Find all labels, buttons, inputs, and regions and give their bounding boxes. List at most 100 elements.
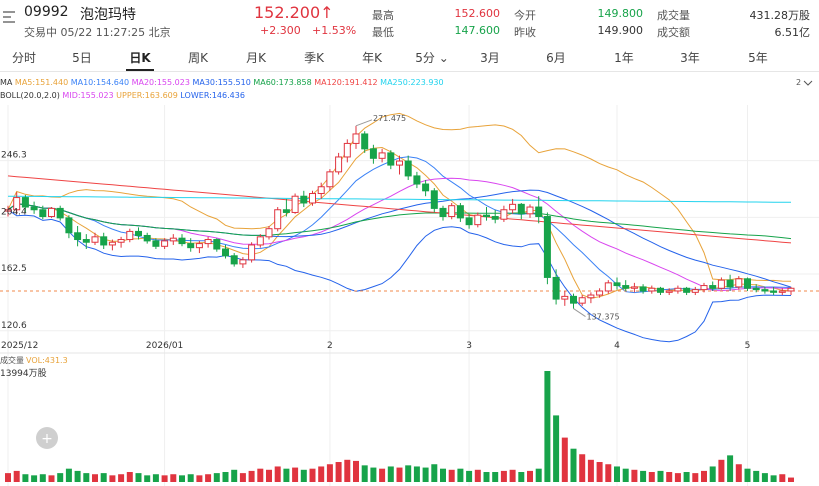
volume-bar [544, 371, 551, 482]
last-price: 152.200↑ [254, 3, 334, 22]
candle-body [265, 228, 273, 238]
volume-bar [100, 473, 107, 482]
candle-body [4, 209, 12, 212]
volume-bar [727, 455, 734, 482]
candle-body [291, 195, 299, 213]
volume-bar [170, 474, 177, 482]
tab-weekly-k[interactable]: 周K [188, 51, 208, 65]
volume-bar [57, 473, 64, 482]
volume-bar [13, 470, 20, 482]
x-tick-label: 3 [466, 341, 472, 351]
volume-bar [509, 469, 516, 482]
tab-3year[interactable]: 3年 [680, 51, 700, 65]
max-leader [355, 119, 373, 127]
tab-3month[interactable]: 3月 [480, 51, 500, 65]
kline-chart[interactable]: MA MA5:151.440 MA10:154.640 MA20:155.023… [0, 75, 819, 486]
chevron-down-icon[interactable] [803, 80, 813, 86]
tab-5year[interactable]: 5年 [748, 51, 768, 65]
candle-body [309, 193, 316, 204]
indicator-lines [0, 112, 819, 343]
ma-legend-item: MA5:151.440 [12, 78, 68, 87]
candle-body [39, 209, 47, 218]
candle-body [770, 290, 778, 293]
volume-bar [405, 465, 412, 482]
volume-bar [239, 473, 246, 482]
tab-6month[interactable]: 6月 [546, 51, 566, 65]
tab-intraday[interactable]: 分时 [11, 51, 36, 65]
volume-bar [718, 459, 725, 482]
ma-legend-item: MA20:155.023 [129, 78, 190, 87]
volume-bar [92, 474, 98, 482]
candle-body [526, 206, 534, 215]
tab-1year[interactable]: 1年 [614, 51, 634, 65]
candle-body [352, 133, 360, 144]
candle-body [48, 207, 55, 218]
volume-bar [648, 472, 655, 482]
tab-5day[interactable]: 5日 [72, 51, 92, 65]
volume-bar [39, 474, 46, 482]
boll-legend-item: UPPER:163.609 [114, 91, 178, 100]
tab-yearly-k[interactable]: 年K [362, 51, 382, 65]
tab-quarterly-k[interactable]: 季K [304, 51, 324, 65]
candle-body [300, 195, 308, 204]
candle-body [404, 160, 412, 177]
x-tick-label: 4 [614, 341, 620, 351]
candle-body [248, 244, 256, 261]
volume-bar [326, 464, 333, 482]
chart-grid [0, 105, 819, 486]
candle-body [691, 289, 699, 293]
ma120-line [7, 175, 792, 244]
volume-bar [300, 469, 307, 482]
volume-bar [353, 460, 359, 482]
volume-bar [74, 470, 81, 482]
volume-bar [65, 468, 72, 482]
candle-body [195, 243, 203, 249]
volume-bar [292, 467, 299, 482]
candle-body [343, 142, 351, 158]
candle-body [543, 216, 551, 278]
candle-body [378, 152, 386, 159]
tab-monthly-k[interactable]: 月K [246, 51, 266, 65]
ma-legend-item: MA [0, 78, 13, 87]
open-label: 今开 [514, 9, 536, 22]
legend-toggle[interactable]: 2 [796, 78, 801, 87]
candle-body [230, 255, 238, 265]
menu-icon[interactable] [2, 9, 16, 25]
volume-bar [614, 466, 620, 482]
candle-body [187, 243, 195, 249]
candle-body [535, 206, 543, 218]
up-arrow-icon: ↑ [320, 3, 334, 22]
x-tick-label: 2025/12 [1, 341, 38, 351]
tab-5min[interactable]: 5分 ⌄ [408, 49, 456, 66]
volume-bar [109, 475, 116, 482]
volume-bar [361, 465, 368, 482]
volume-bar [431, 464, 438, 482]
candle-body [622, 285, 630, 289]
volume-bar [474, 469, 481, 482]
candle-body [683, 287, 691, 293]
volume-bar [387, 466, 394, 482]
volume-label: 成交量 [657, 9, 690, 22]
volume-bar [527, 470, 533, 482]
candle-body [744, 278, 751, 289]
candle-body [222, 248, 229, 257]
tab-daily-k[interactable]: 日K [124, 49, 156, 71]
amount-value: 6.51亿 [774, 26, 811, 39]
volume-bar [257, 468, 264, 482]
period-tabs: 分时 5日 日K 周K 月K 季K 年K 5分 ⌄ 3月 6月 1年 3年 5年 [0, 46, 819, 72]
candle-body [578, 297, 586, 304]
low-value: 147.600 [454, 24, 501, 37]
volume-bar [753, 470, 760, 482]
volume-bar [126, 472, 133, 482]
boll-legend-item: LOWER:146.436 [178, 91, 245, 100]
volume-bar [309, 468, 316, 482]
candle-body [717, 279, 725, 289]
add-button[interactable] [36, 427, 58, 449]
max-price-label: 271.475 [373, 114, 406, 123]
candle-body [100, 236, 108, 246]
price-value: 152.200 [254, 3, 321, 22]
plus-icon: + [41, 431, 53, 447]
candle-body [674, 287, 682, 292]
candle-body [778, 290, 786, 293]
candle-body [709, 285, 717, 289]
